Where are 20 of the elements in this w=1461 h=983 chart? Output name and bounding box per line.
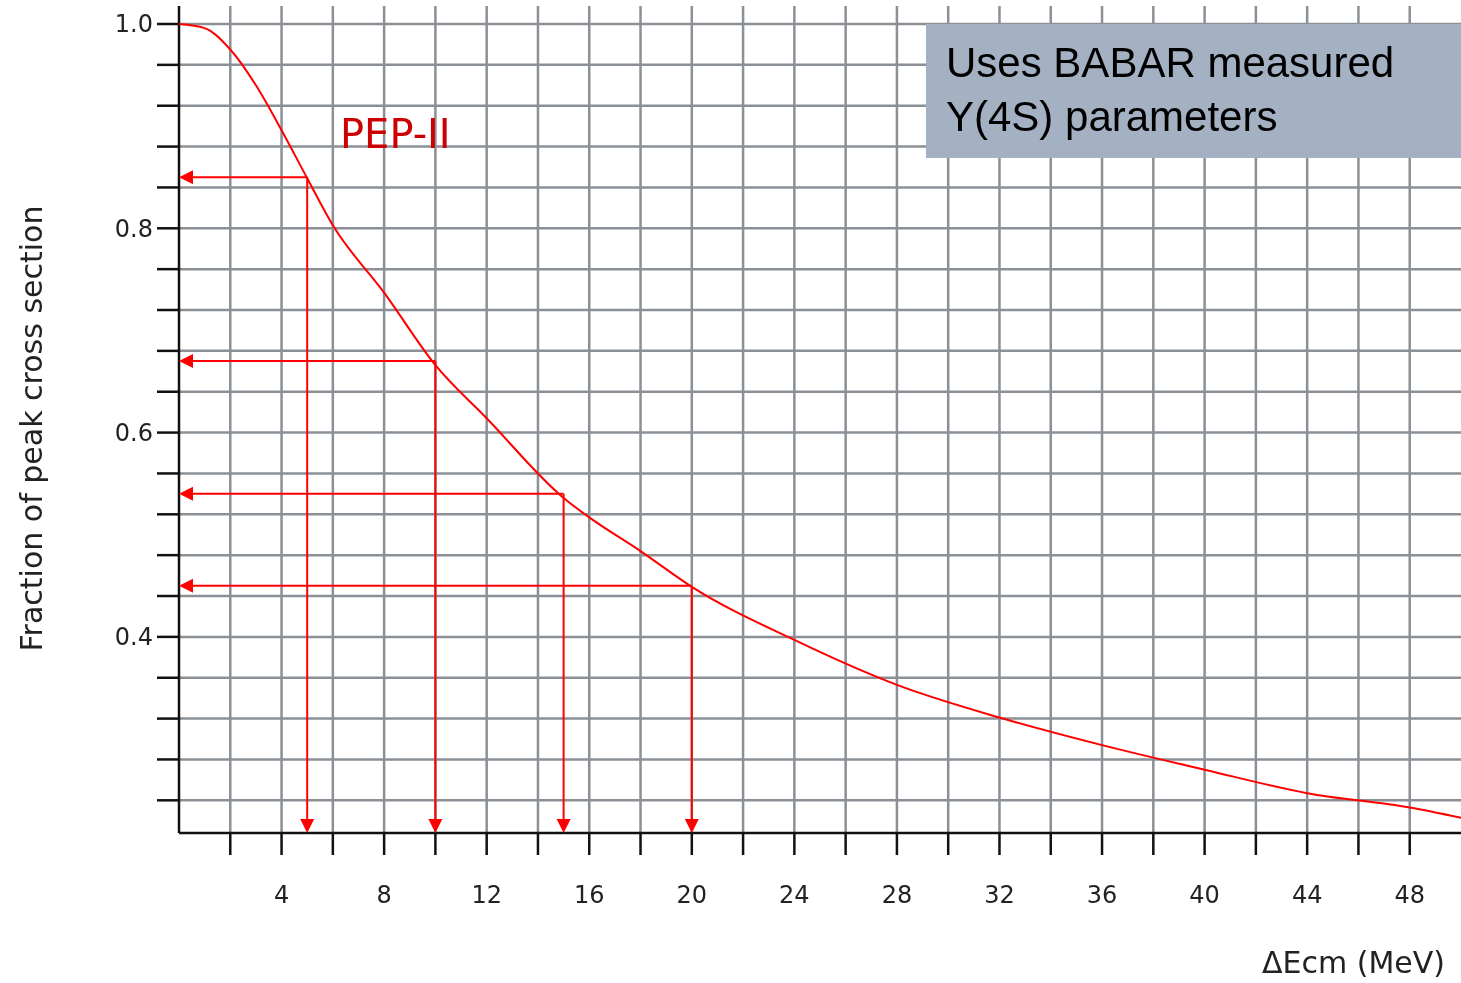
- annotation: PEP-II: [340, 111, 451, 157]
- x-tick-label: 28: [881, 881, 913, 909]
- x-tick-label: 44: [1291, 881, 1323, 909]
- x-tick-label: 16: [573, 881, 605, 909]
- x-axis-title: ΔEcm (MeV): [1261, 945, 1445, 980]
- y-tick-label: 1.0: [114, 10, 153, 39]
- x-tick-label: 48: [1394, 881, 1425, 909]
- y-axis-title: Fraction of peak cross section: [14, 205, 49, 652]
- y-tick-label: 0.6: [114, 418, 153, 447]
- x-tick-label: 32: [984, 881, 1015, 909]
- y-tick-label: 0.4: [114, 623, 153, 652]
- x-tick-label: 40: [1189, 881, 1220, 909]
- x-tick-label: 12: [471, 881, 502, 909]
- x-tick-label: 8: [376, 881, 392, 909]
- y-tick-label: 0.8: [114, 214, 153, 243]
- x-tick-label: 4: [273, 881, 290, 909]
- x-tick-label: 36: [1086, 881, 1118, 909]
- x-tick-label: 24: [779, 881, 810, 909]
- annotation: Uses BABAR measured Υ(4S) parameters: [926, 24, 1461, 158]
- x-tick-label: 20: [676, 881, 708, 909]
